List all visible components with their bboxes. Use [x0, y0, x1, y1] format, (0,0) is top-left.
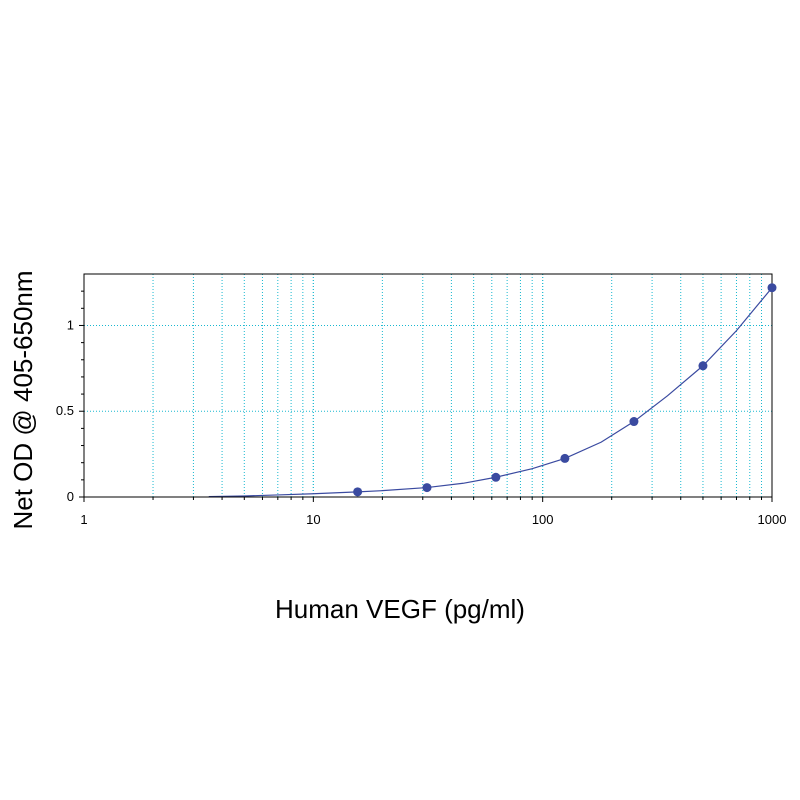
data-point — [353, 487, 363, 497]
data-point — [491, 472, 501, 482]
y-axis-title: Net OD @ 405-650nm — [8, 270, 38, 529]
x-tick-label: 10 — [306, 512, 320, 527]
y-tick-label: 0 — [67, 489, 74, 504]
axes — [79, 273, 773, 502]
x-tick-label: 100 — [532, 512, 554, 527]
data-point — [767, 283, 777, 293]
grid — [84, 274, 772, 497]
data-point — [560, 453, 570, 463]
x-axis-title: Human VEGF (pg/ml) — [275, 594, 525, 624]
y-tick-label: 0.5 — [56, 403, 74, 418]
y-tick-label: 1 — [67, 317, 74, 332]
data-point — [698, 361, 708, 371]
data-point — [629, 417, 639, 427]
x-tick-label: 1 — [80, 512, 87, 527]
plot-frame — [83, 273, 773, 498]
tick-labels: 0 0.5 1 1 10 100 1000 — [56, 317, 787, 527]
data-points — [353, 283, 777, 497]
data-point — [422, 483, 432, 493]
x-tick-label: 1000 — [758, 512, 787, 527]
